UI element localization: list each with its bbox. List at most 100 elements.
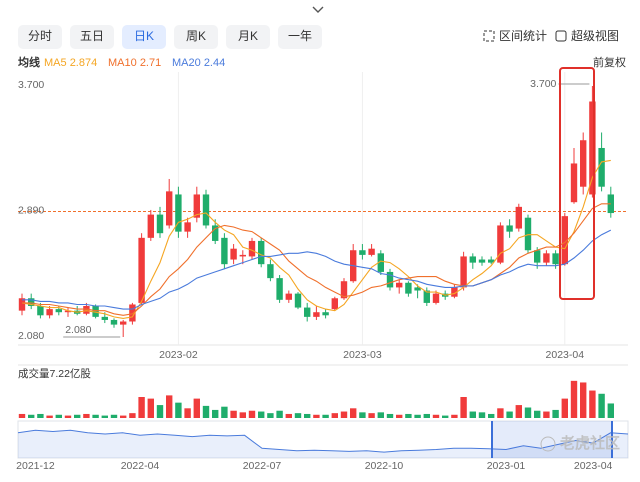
volume-bar	[552, 409, 559, 418]
tab-button[interactable]	[278, 25, 322, 49]
candle-body	[331, 298, 338, 310]
adjust-label[interactable]: 前复权	[593, 55, 626, 69]
candle-body	[221, 237, 228, 265]
navigator-area	[18, 430, 628, 458]
volume-bar	[258, 411, 265, 418]
candle-body	[193, 194, 200, 218]
volume-bar	[193, 398, 200, 418]
tool-view[interactable]: 超级视图	[571, 28, 619, 43]
volume-bar	[28, 414, 35, 418]
ma-line	[22, 203, 611, 316]
candle-body	[294, 293, 302, 308]
ma-line	[22, 229, 612, 310]
candle-body	[248, 240, 256, 257]
volume-bar	[18, 413, 26, 418]
volume-bar	[83, 413, 90, 418]
volume-bar	[101, 415, 108, 418]
volume-bar	[368, 413, 375, 418]
candle-body	[386, 271, 394, 288]
candle-body	[313, 312, 320, 317]
candle-body	[276, 278, 283, 300]
candle-body	[488, 259, 495, 263]
candle-body	[414, 287, 421, 291]
tab-button[interactable]	[70, 25, 114, 49]
volume-bar	[276, 410, 283, 418]
candle-body	[598, 147, 605, 187]
volume-bar	[414, 414, 421, 418]
volume-bar	[580, 382, 587, 418]
candle-body	[524, 217, 532, 251]
tab-label[interactable]: 分时	[28, 29, 52, 43]
volume-bar	[524, 407, 532, 418]
candle-body	[377, 253, 384, 272]
candle-body	[18, 298, 26, 311]
volume-bar	[515, 405, 522, 418]
tab-label[interactable]: 五日	[80, 29, 104, 43]
candle-body	[138, 237, 145, 303]
tool-range[interactable]: 区间统计	[499, 29, 547, 43]
candle-body	[469, 256, 476, 263]
volume-bar	[478, 412, 486, 418]
candle-body	[46, 309, 53, 316]
volume-bar	[405, 413, 412, 418]
volume-bar	[386, 413, 394, 418]
collapse-chevron[interactable]	[312, 6, 324, 13]
tab-label[interactable]: 周K	[186, 29, 206, 43]
volume-bar	[570, 380, 578, 418]
volume-bar	[129, 413, 136, 418]
candle-body	[396, 282, 403, 288]
candle-body	[92, 306, 99, 317]
legend-name: MA10	[108, 57, 137, 69]
legend-item: MA10 2.71	[108, 57, 161, 69]
candle-body	[580, 140, 587, 187]
volume-bar	[55, 414, 62, 418]
navigator-frame	[17, 420, 629, 459]
candle-body	[120, 321, 127, 325]
tab-button[interactable]	[122, 25, 166, 49]
navigator-brush[interactable]	[492, 421, 612, 458]
navigator-label: 2021-12	[16, 460, 55, 472]
volume-bar	[212, 409, 219, 418]
candle-body	[304, 307, 311, 317]
candle-body	[239, 254, 246, 257]
volume-bar	[359, 412, 366, 418]
candle-body	[147, 214, 154, 238]
watermark-logo	[540, 436, 556, 452]
candle-body	[506, 225, 513, 232]
volume-title: 成交量7.22亿股	[18, 367, 91, 380]
volume-bar	[202, 405, 210, 418]
candle-body	[267, 264, 274, 279]
volume-bar	[175, 402, 182, 418]
volume-bar	[313, 414, 320, 418]
volume-bar	[506, 411, 513, 418]
candle-body	[28, 298, 35, 307]
volume-bar	[166, 395, 173, 418]
ma-label: 均线	[18, 55, 40, 69]
tab-button[interactable]	[18, 25, 62, 49]
candle-body	[175, 194, 182, 232]
volume-bar	[74, 414, 81, 418]
legend-name: MA20	[172, 57, 201, 69]
candle-body	[285, 293, 292, 300]
highlight-box	[559, 67, 595, 300]
volume-bar	[561, 398, 568, 418]
tab-button[interactable]	[174, 25, 218, 49]
legend-value: 2.874	[70, 57, 98, 69]
tab-label[interactable]: 日K	[134, 29, 154, 43]
volume-bar	[488, 413, 495, 418]
volume-bar	[221, 406, 228, 418]
legend-value: 2.71	[140, 57, 161, 69]
candle-body	[534, 250, 541, 263]
navigator-label: 2022-07	[243, 460, 282, 472]
candle-body	[166, 191, 173, 226]
min-label: 2.080	[65, 324, 91, 336]
tab-label[interactable]: 一年	[288, 29, 312, 43]
volume-bar	[322, 414, 329, 418]
volume-bar	[110, 414, 118, 418]
candle-body	[515, 206, 522, 229]
tab-button[interactable]	[226, 25, 270, 49]
candle-body	[212, 225, 219, 241]
volume-bar	[304, 413, 311, 418]
candle-body	[64, 310, 72, 313]
tab-label[interactable]: 月K	[238, 29, 258, 43]
